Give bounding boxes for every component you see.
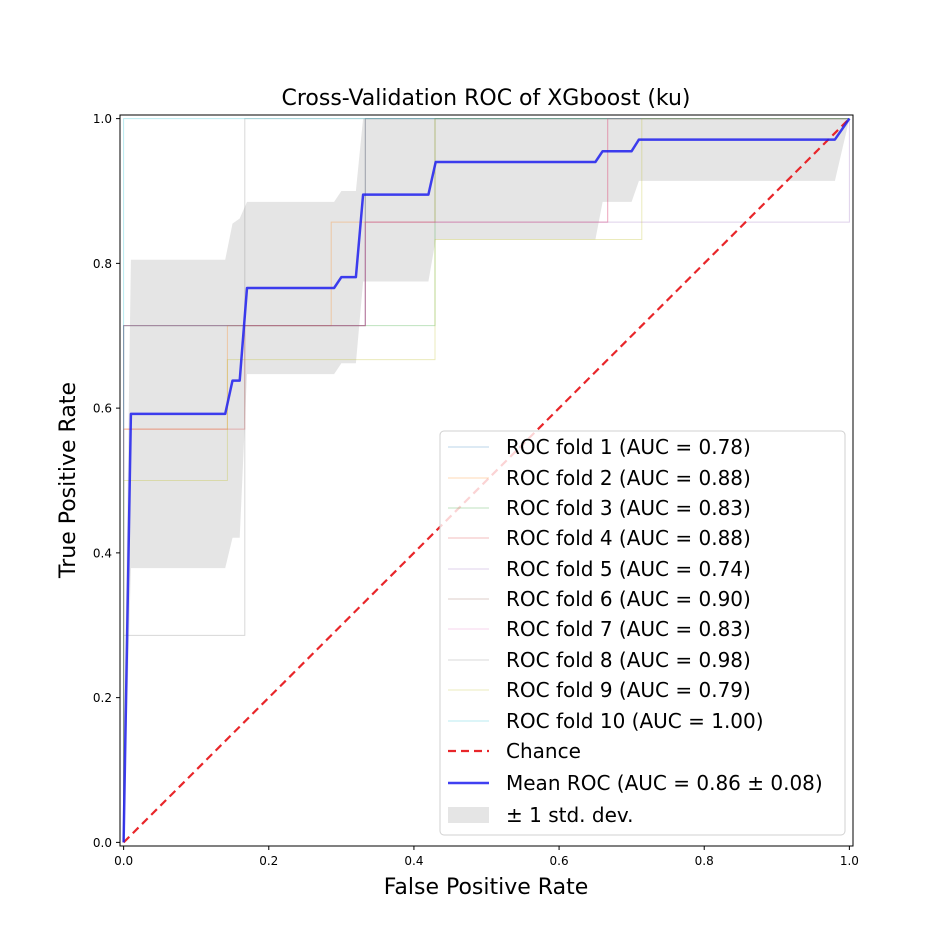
y-tick-label: 0.8: [93, 257, 112, 271]
roc-fold-5-line: [123, 118, 850, 843]
legend-entry-label: ROC fold 8 (AUC = 0.98): [506, 648, 751, 672]
legend-entry-label: ROC fold 3 (AUC = 0.83): [506, 496, 751, 520]
x-axis-label: False Positive Rate: [384, 875, 588, 900]
roc-fold-7-line: [123, 118, 850, 843]
y-tick-label: 0.2: [93, 691, 112, 705]
y-axis-label: True Positive Rate: [56, 382, 81, 579]
legend-entry-label: ROC fold 1 (AUC = 0.78): [506, 435, 751, 459]
roc-fold-6-line: [123, 118, 850, 843]
roc-fold-2-line: [123, 118, 850, 843]
roc-fold-4-line: [123, 118, 850, 843]
roc-fold-8-line: [123, 118, 850, 843]
legend-entry-label: ROC fold 7 (AUC = 0.83): [506, 617, 751, 641]
y-tick-label: 0.4: [93, 546, 112, 560]
plot-frame: [119, 114, 854, 847]
legend-box: [439, 430, 846, 836]
std-dev-band: [123, 118, 850, 843]
roc-fold-10-line: [123, 118, 850, 843]
mean-roc-line: [122, 117, 851, 843]
roc-fold-1-line: [123, 118, 850, 843]
mean-roc-layer: [122, 117, 851, 843]
x-axis-ticks: 0.0 0.2 0.4 0.6 0.8 1.0: [114, 846, 859, 868]
x-tick-label: 0.2: [259, 854, 278, 868]
legend: ROC fold 1 (AUC = 0.78) ROC fold 2 (AUC =…: [439, 430, 846, 836]
legend-entry-label: ROC fold 2 (AUC = 0.88): [506, 466, 751, 490]
legend-swatch-std-band: [448, 807, 489, 823]
roc-fold-9-line: [123, 118, 850, 843]
chart-title: Cross-Validation ROC of XGboost (ku): [282, 86, 691, 111]
legend-entry-label: Mean ROC (AUC = 0.86 ± 0.08): [506, 771, 823, 795]
legend-entry-label: ROC fold 4 (AUC = 0.88): [506, 526, 751, 550]
legend-entry-label: ROC fold 9 (AUC = 0.79): [506, 678, 751, 702]
legend-entry-label: ROC fold 10 (AUC = 1.00): [506, 709, 764, 733]
x-tick-label: 1.0: [840, 854, 859, 868]
legend-entry-label: Chance: [506, 739, 581, 763]
roc-fold-3-line: [123, 118, 850, 843]
legend-entry-label: ROC fold 5 (AUC = 0.74): [506, 557, 751, 581]
x-tick-label: 0.4: [404, 854, 423, 868]
legend-entry-label: ROC fold 6 (AUC = 0.90): [506, 587, 751, 611]
y-tick-label: 1.0: [93, 112, 112, 126]
x-tick-label: 0.8: [695, 854, 714, 868]
y-tick-label: 0.0: [93, 836, 112, 850]
y-tick-label: 0.6: [93, 402, 112, 416]
x-tick-label: 0.6: [550, 854, 569, 868]
x-tick-label: 0.0: [114, 854, 133, 868]
std-band-layer: [123, 118, 850, 843]
fold-curves-layer: [123, 118, 850, 843]
y-axis-ticks: 0.0 0.2 0.4 0.6 0.8 1.0: [93, 112, 120, 850]
legend-entry-label: ± 1 std. dev.: [506, 803, 634, 827]
